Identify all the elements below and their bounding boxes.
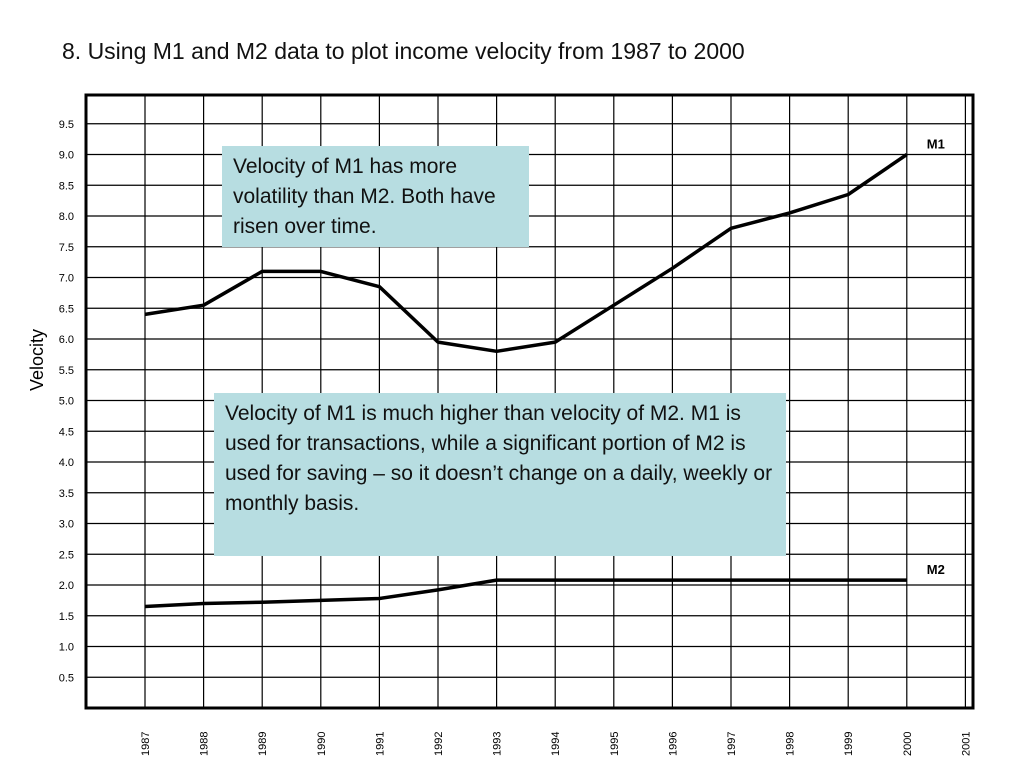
- x-tick-label: 1991: [374, 732, 386, 756]
- y-tick-label: 3.5: [59, 488, 74, 500]
- plot-frame: [84, 93, 975, 710]
- x-tick-label: 1990: [316, 732, 328, 756]
- series-line-m2: [144, 578, 907, 609]
- series-label-m2: M2: [927, 562, 945, 577]
- x-tick-label: 1988: [199, 732, 211, 756]
- series-labels: M1 M2: [927, 137, 945, 578]
- y-tick-label: 9.0: [59, 150, 74, 162]
- y-axis-ticks: 9.5 9.0 8.5 8.0 7.5 7.0 6.5 6.0 5.5 5.0 4.5 4.0 3.5 3…: [59, 119, 74, 685]
- series-line-m1: [144, 153, 908, 354]
- y-tick-label: 3.0: [59, 519, 74, 531]
- y-tick-label: 7.5: [59, 242, 74, 254]
- series-label-m1: M1: [927, 137, 945, 152]
- x-tick-label: 2000: [902, 732, 914, 756]
- y-tick-label: 4.5: [59, 426, 74, 438]
- y-tick-label: 0.5: [59, 672, 74, 684]
- x-tick-label: 1995: [609, 732, 621, 756]
- series: [144, 153, 908, 609]
- y-tick-label: 5.5: [59, 365, 74, 377]
- x-tick-label: 1997: [726, 732, 738, 756]
- chart-title: 8. Using M1 and M2 data to plot income v…: [62, 38, 745, 64]
- x-axis-ticks: 1987 1988 1989 1990 1991 1992 1993 1994 1995 1996…: [140, 732, 972, 756]
- annotation-volatility: Velocity of M1 has more volatility than …: [222, 146, 529, 247]
- x-tick-label: 1999: [843, 732, 855, 756]
- y-tick-label: 6.5: [59, 303, 74, 315]
- y-tick-label: 5.0: [59, 396, 74, 408]
- x-tick-label: 1989: [257, 732, 269, 756]
- y-axis-label: Velocity: [27, 329, 47, 391]
- x-tick-label: 1998: [785, 732, 797, 756]
- x-tick-label: 1987: [140, 732, 152, 756]
- y-tick-label: 2.5: [59, 549, 74, 561]
- x-tick-label: 1992: [433, 732, 445, 756]
- y-tick-label: 4.0: [59, 457, 74, 469]
- x-tick-label: 2001: [960, 732, 972, 756]
- y-tick-label: 7.0: [59, 273, 74, 285]
- x-tick-label: 1994: [550, 732, 562, 756]
- y-tick-label: 9.5: [59, 119, 74, 131]
- y-tick-label: 1.0: [59, 642, 74, 654]
- x-tick-label: 1993: [492, 732, 504, 756]
- y-tick-label: 8.5: [59, 180, 74, 192]
- y-tick-label: 2.0: [59, 580, 74, 592]
- y-tick-label: 1.5: [59, 611, 74, 623]
- annotation-m1-vs-m2: Velocity of M1 is much higher than veloc…: [214, 393, 786, 556]
- y-tick-label: 8.0: [59, 211, 74, 223]
- y-tick-label: 6.0: [59, 334, 74, 346]
- x-tick-label: 1996: [667, 732, 679, 756]
